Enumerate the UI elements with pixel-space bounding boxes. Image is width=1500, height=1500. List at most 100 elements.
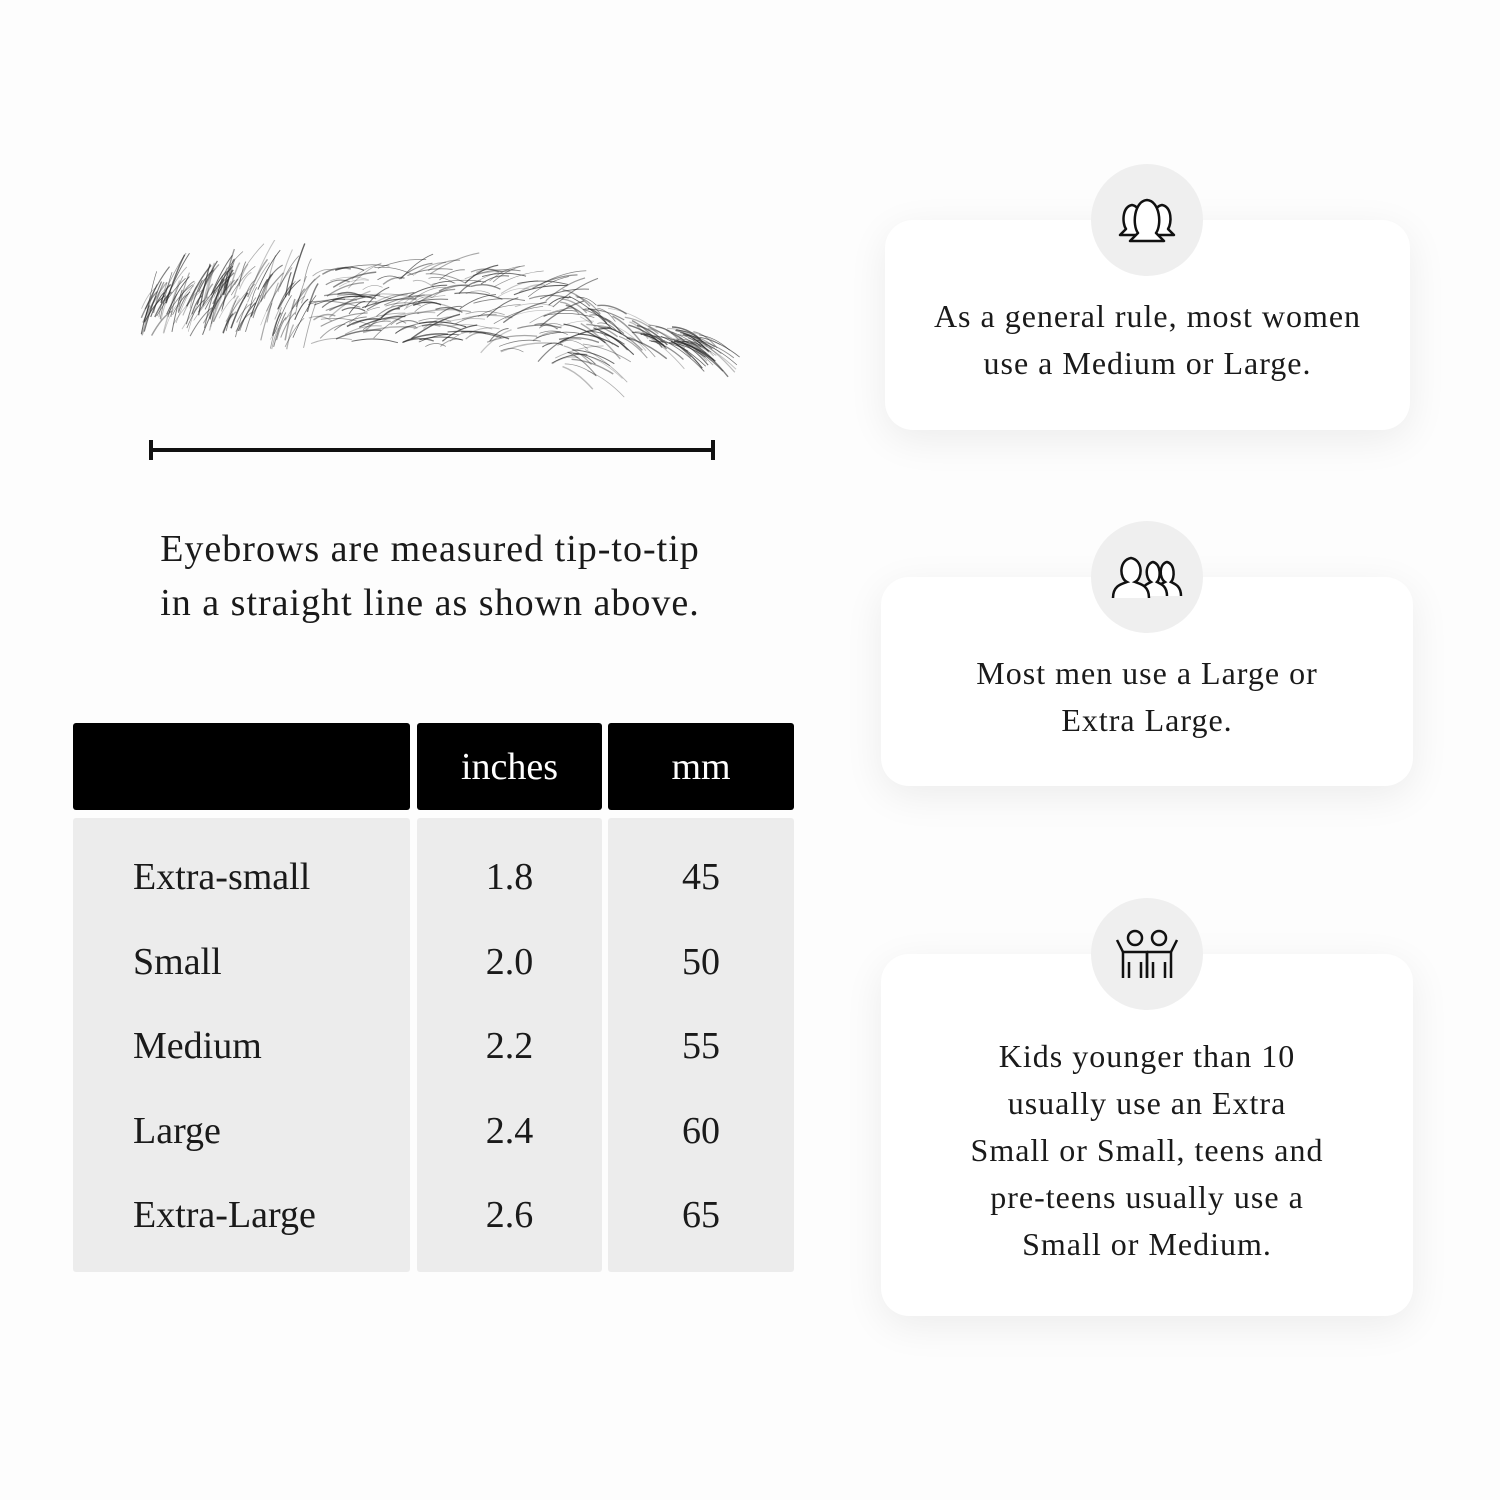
eyebrow-hair: [321, 267, 352, 275]
eyebrow-hair: [647, 327, 686, 349]
eyebrow-hair: [177, 291, 191, 313]
cell-mm: 65: [682, 1194, 720, 1236]
eyebrow-hair: [384, 294, 432, 306]
eyebrow-hair: [385, 302, 421, 307]
eyebrow-hair: [196, 260, 218, 305]
eyebrow-hair: [284, 298, 296, 341]
eyebrow-hair: [572, 349, 615, 365]
eyebrow-hair: [160, 283, 172, 304]
eyebrow-hair: [362, 326, 418, 334]
eyebrow-hair: [629, 321, 649, 340]
eyebrow-hair: [648, 324, 684, 340]
eyebrow-hair: [292, 295, 317, 338]
eyebrow-hair: [578, 333, 620, 348]
eyebrow-hair: [693, 331, 718, 349]
eyebrow-hair: [334, 316, 367, 331]
eyebrow-hair: [539, 330, 568, 335]
card-text: Extra Large.: [1061, 701, 1233, 738]
eyebrow-hair: [486, 334, 538, 343]
eyebrow-hair: [500, 342, 552, 353]
eyebrow-hair: [563, 345, 592, 366]
eyebrow-hair: [421, 323, 462, 331]
eyebrow-hair: [263, 255, 277, 299]
eyebrow-hair: [414, 261, 446, 275]
eyebrow-hair: [212, 272, 235, 305]
eyebrow-hair: [189, 307, 213, 337]
eyebrow-hair: [362, 285, 383, 290]
eyebrow-hair: [144, 295, 166, 323]
eyebrow-hair: [247, 262, 270, 303]
eyebrow-hair: [693, 336, 736, 373]
card-text: Kids younger than 10: [998, 1037, 1296, 1074]
eyebrow-hair: [435, 307, 463, 313]
header-size: [73, 723, 410, 810]
eyebrow-hair: [447, 330, 502, 339]
eyebrow-hair: [690, 341, 729, 378]
eyebrow-hair: [624, 316, 659, 335]
eyebrow-hair: [582, 308, 625, 334]
eyebrow-hair: [382, 276, 405, 285]
eyebrow-hair: [303, 302, 317, 348]
eyebrow-hair: [346, 318, 382, 328]
eyebrow-hair: [280, 312, 296, 338]
eyebrow-hair: [697, 340, 738, 366]
eyebrow-hair: [551, 356, 579, 365]
eyebrow-hair: [400, 253, 434, 280]
eyebrow-hair: [513, 284, 568, 296]
eyebrow-hair: [640, 333, 665, 344]
eyebrow-hair: [221, 258, 236, 310]
eyebrow-hair: [224, 265, 232, 289]
eyebrow-hair: [668, 342, 706, 358]
women-group-icon: [1091, 164, 1203, 276]
eyebrow-hair: [489, 266, 521, 282]
eyebrow-hair: [500, 348, 524, 353]
eyebrow-hair: [417, 308, 471, 315]
eyebrow-hair: [284, 317, 305, 348]
eyebrow-hair: [504, 309, 552, 320]
eyebrow-hair: [436, 305, 462, 317]
eyebrow-hair: [568, 295, 613, 329]
eyebrow-hair: [425, 343, 446, 347]
eyebrow-hair: [403, 296, 424, 304]
eyebrow-hair: [225, 259, 235, 291]
eyebrow-hair: [279, 255, 300, 288]
eyebrow-hair: [693, 339, 735, 359]
eyebrow-hair: [210, 255, 233, 296]
eyebrow-hair: [494, 270, 544, 287]
eyebrow-hair: [377, 275, 400, 281]
mm-column: [608, 818, 794, 1272]
eyebrow-hair: [225, 283, 256, 322]
eyebrow-hair: [454, 292, 503, 300]
eyebrow-hair: [277, 249, 293, 293]
eyebrow-hair: [323, 293, 377, 300]
eyebrow-hair: [236, 303, 252, 323]
eyebrow-hair: [312, 269, 334, 277]
eyebrow-hair: [306, 283, 319, 313]
caption-line: in a straight line as shown above.: [160, 582, 700, 624]
eyebrow-hair: [584, 308, 625, 321]
eyebrow-hair: [326, 282, 364, 297]
eyebrow-hair: [186, 300, 204, 329]
eyebrow-hair: [165, 254, 186, 304]
cell-size: Extra-Large: [133, 1194, 316, 1236]
eyebrow-hair: [493, 305, 544, 325]
cell-inches: 2.4: [485, 1109, 534, 1152]
eyebrow-hair: [218, 295, 237, 319]
eyebrow-hair: [320, 312, 368, 327]
eyebrow-hair: [222, 313, 234, 334]
eyebrow-hair: [497, 287, 530, 298]
eyebrow-hair: [238, 261, 247, 287]
eyebrow-hair: [162, 280, 181, 333]
eyebrow-hair: [573, 353, 596, 365]
eyebrow-hair: [454, 313, 497, 325]
eyebrow-hair: [162, 266, 188, 305]
cell-size: Extra-small: [133, 856, 311, 898]
eyebrow-hair: [208, 279, 227, 319]
eyebrow-hair: [351, 338, 399, 344]
eyebrow-hair: [558, 336, 600, 344]
eyebrow-hair: [518, 284, 546, 294]
eyebrow-hair: [459, 294, 496, 310]
inches-column: [417, 818, 602, 1272]
eyebrow-hair: [517, 280, 569, 285]
eyebrow-hair: [185, 280, 203, 325]
